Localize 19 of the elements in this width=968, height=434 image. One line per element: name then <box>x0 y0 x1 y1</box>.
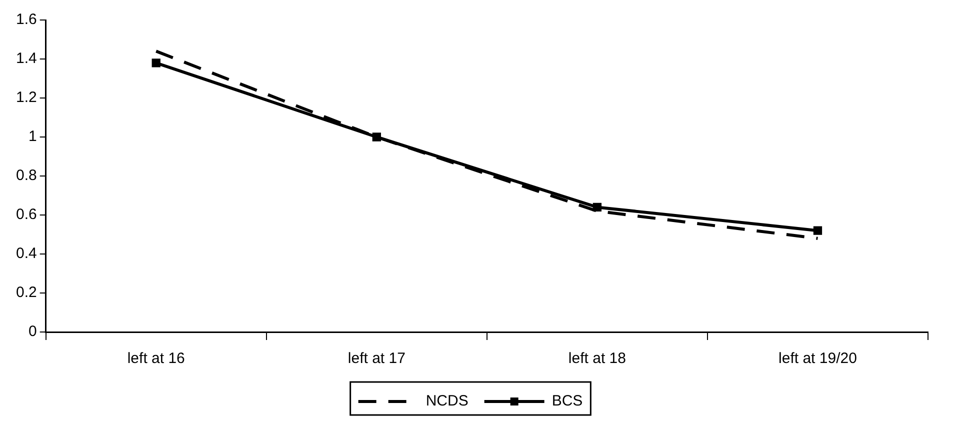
legend-label: NCDS <box>426 392 468 410</box>
point <box>592 202 602 212</box>
y-tick-label: 0 <box>28 323 37 340</box>
y-tick-label: 0.6 <box>16 206 37 224</box>
y-tick-label: 1.4 <box>16 50 37 68</box>
y-tick-label: 0.2 <box>16 284 37 302</box>
y-tick-label: 1.2 <box>16 89 37 106</box>
y-tick-label: 0.8 <box>16 167 37 184</box>
point <box>813 226 822 235</box>
point <box>152 58 160 68</box>
x-tick-label: left at 17 <box>348 350 406 368</box>
y-tick-label: 0.4 <box>16 245 37 262</box>
point <box>372 132 381 142</box>
legend-label: BCS <box>552 392 583 410</box>
x-tick-label: left at 18 <box>568 350 626 368</box>
y-tick-label: 1 <box>28 128 37 146</box>
x-tick-label: left at 19/20 <box>778 350 857 368</box>
y-tick-label: 1.6 <box>16 11 37 28</box>
x-tick-label: left at 16 <box>127 350 185 368</box>
